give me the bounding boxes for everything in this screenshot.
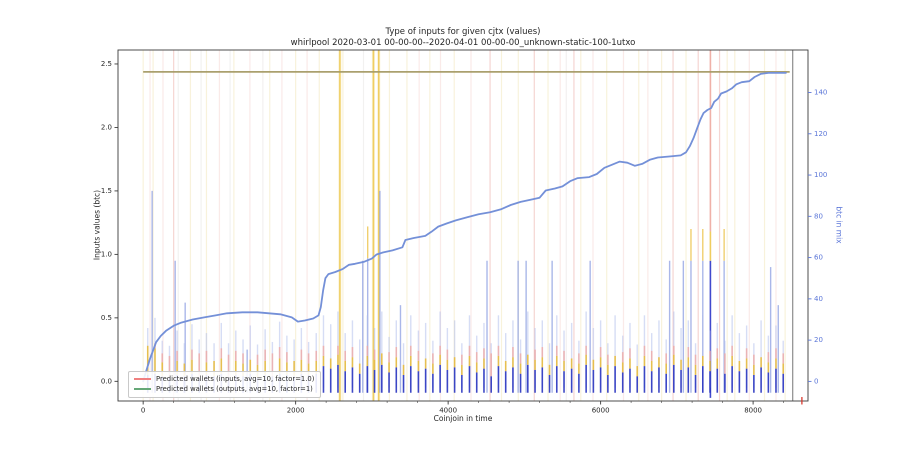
left-tick-label: 2.0 <box>101 123 112 131</box>
left-tick-label: 0.0 <box>101 377 112 385</box>
bottom-tick-label: 8000 <box>744 407 762 415</box>
right-tick-label: 80 <box>814 212 823 220</box>
bottom-tick-label: 6000 <box>592 407 610 415</box>
left-tick-label: 0.5 <box>101 314 112 322</box>
right-tick-label: 100 <box>814 171 827 179</box>
bottom-tick-label: 4000 <box>439 407 457 415</box>
right-tick-label: 140 <box>814 89 827 97</box>
legend-label-outputs: Predicted wallets (outputs, avg=10, fact… <box>156 385 313 393</box>
left-tick-label: 1.5 <box>101 187 112 195</box>
right-tick-label: 40 <box>814 295 823 303</box>
chart-subtitle: whirlpool 2020-03-01 00-00-00--2020-04-0… <box>290 38 636 48</box>
inputs-line-swatch <box>134 378 151 380</box>
x-axis-label: Coinjoin in time <box>433 414 493 423</box>
btc-in-mix-line <box>142 72 787 383</box>
right-tick-label: 120 <box>814 130 827 138</box>
right-tick-label: 20 <box>814 336 823 344</box>
left-tick-label: 1.0 <box>101 250 112 258</box>
right-axis-label: btc in mix <box>834 206 844 244</box>
legend-item-inputs: Predicted wallets (inputs, avg=10, facto… <box>134 374 314 384</box>
bottom-tick-label: 2000 <box>287 407 305 415</box>
legend: Predicted wallets (inputs, avg=10, facto… <box>128 371 322 398</box>
right-tick-label: 0 <box>814 377 818 385</box>
left-tick-label: 2.5 <box>101 60 112 68</box>
chart-title: Type of inputs for given cjtx (values) <box>385 27 541 37</box>
legend-label-inputs: Predicted wallets (inputs, avg=10, facto… <box>156 375 315 383</box>
axes-frame <box>117 49 809 402</box>
legend-item-outputs: Predicted wallets (outputs, avg=10, fact… <box>134 384 314 394</box>
bottom-tick-label: 0 <box>141 407 145 415</box>
left-axis-label: Inputs values (btc) <box>92 189 102 261</box>
outputs-line-swatch <box>134 388 151 390</box>
right-tick-label: 60 <box>814 254 823 262</box>
